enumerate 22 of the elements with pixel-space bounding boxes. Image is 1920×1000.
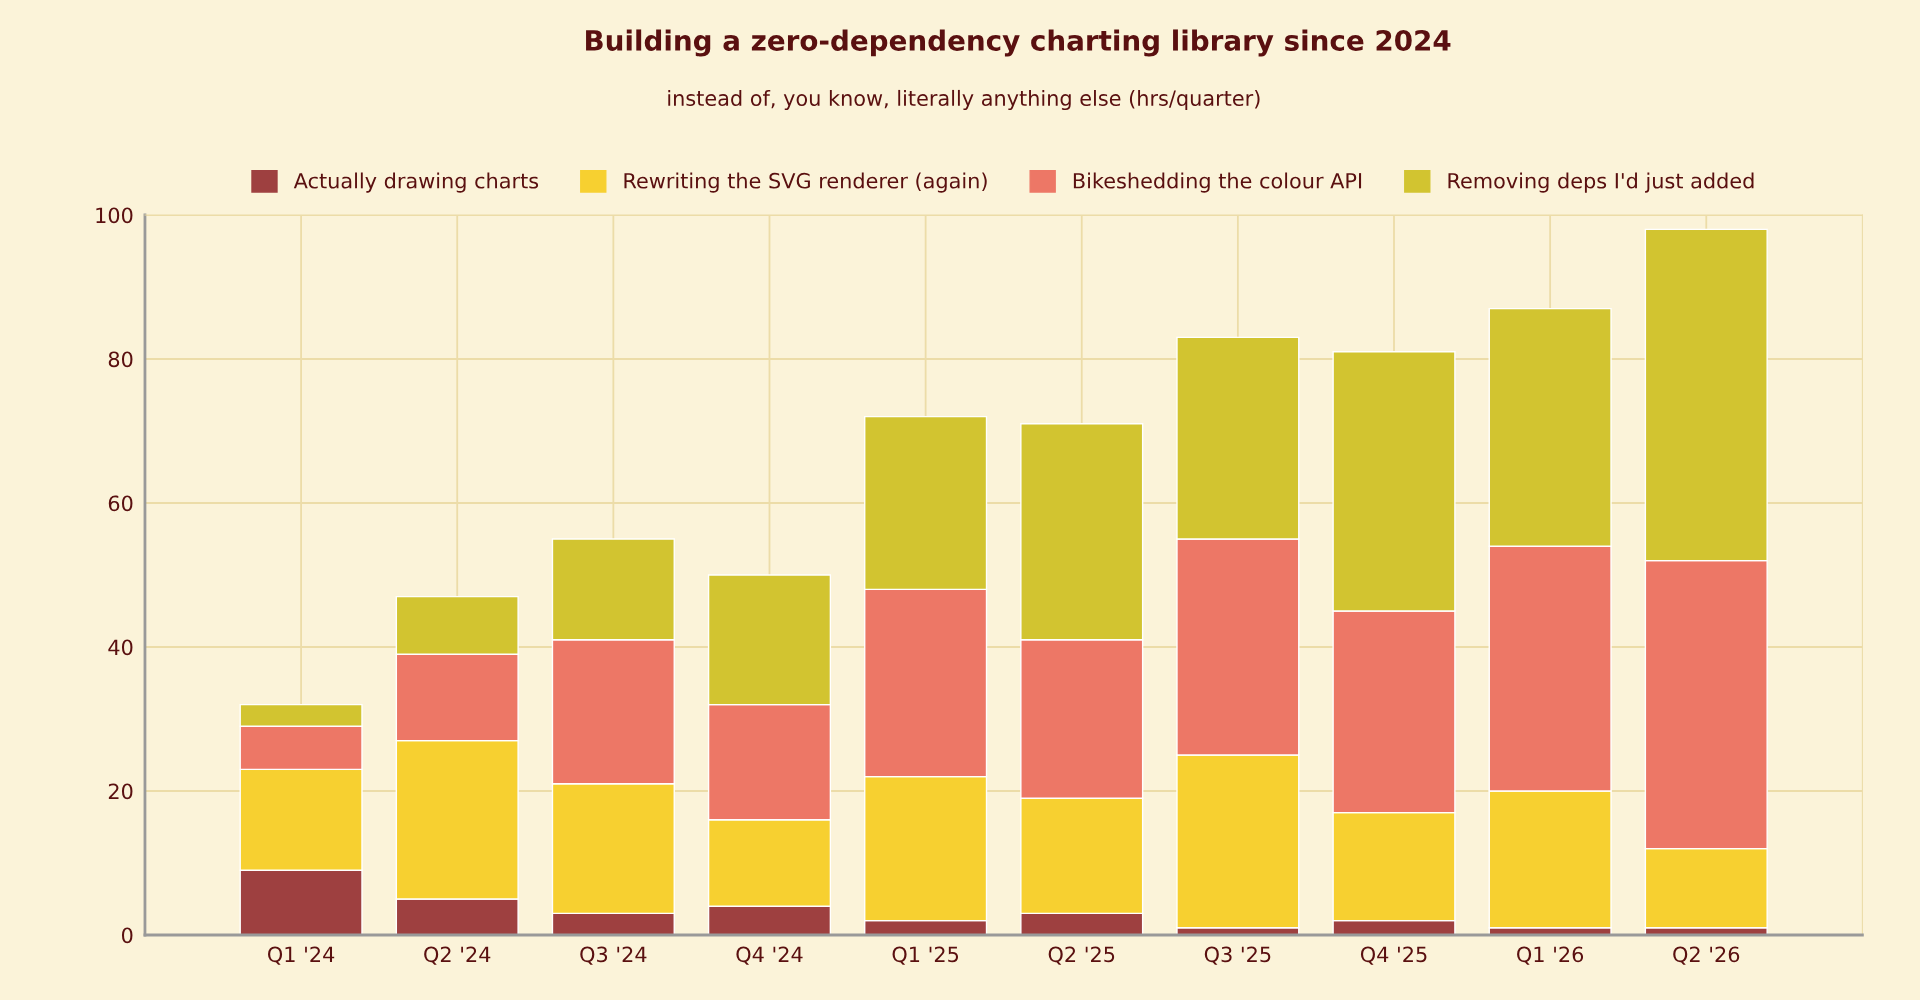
legend-label: Actually drawing charts (293, 172, 539, 193)
x-tick-label: Q4 '24 (736, 946, 803, 965)
y-tick-label: 80 (108, 351, 133, 368)
x-tick-label: Q2 '25 (1048, 946, 1115, 965)
chart-subtitle: instead of, you know, literally anything else (hrs/quarter) (668, 89, 1260, 111)
x-tick-label: Q1 '24 (268, 946, 335, 965)
y-tick-label: 0 (121, 927, 133, 944)
y-tick-label: 20 (108, 783, 133, 800)
legend-label: Bikeshedding the colour API (1073, 172, 1362, 193)
x-tick-label: Q2 '26 (1673, 946, 1740, 965)
chart-title: Building a zero-dependency charting library since 2024 (586, 29, 1451, 57)
legend-label: Rewriting the SVG renderer (again) (624, 172, 987, 193)
x-tick-label: Q4 '25 (1360, 946, 1427, 965)
y-tick-label: 40 (108, 639, 133, 656)
x-tick-label: Q1 '26 (1517, 946, 1584, 965)
legend-label: Removing deps I'd just added (1448, 172, 1754, 193)
y-tick-label: 60 (108, 495, 133, 512)
x-tick-label: Q3 '24 (580, 946, 647, 965)
x-tick-label: Q2 '24 (424, 946, 491, 965)
x-tick-label: Q3 '25 (1204, 946, 1271, 965)
y-tick-label: 100 (96, 207, 133, 224)
x-tick-label: Q1 '25 (892, 946, 959, 965)
